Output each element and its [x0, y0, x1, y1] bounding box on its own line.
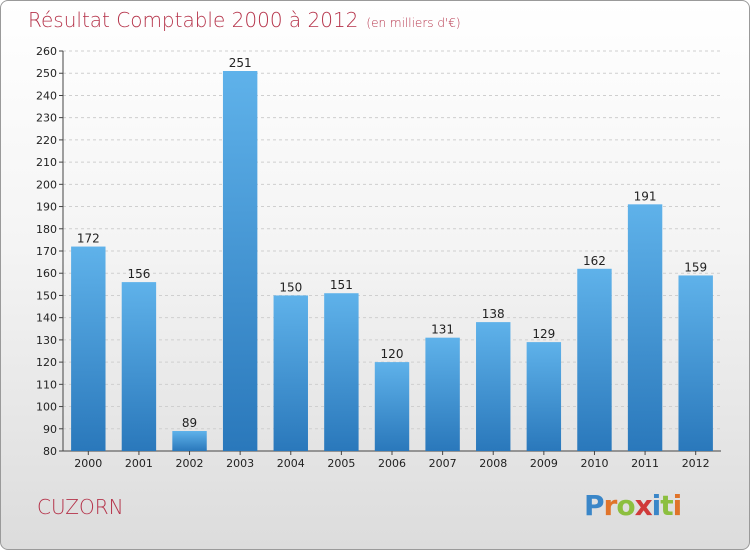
x-tick-label: 2006 [378, 457, 406, 470]
logo-letter: x [634, 489, 653, 522]
chart-title: Résultat Comptable 2000 à 2012 (en millie… [28, 8, 461, 32]
data-label: 138 [482, 307, 505, 321]
x-tick-label: 2001 [125, 457, 153, 470]
y-tick-label: 220 [36, 134, 57, 147]
data-label: 191 [634, 189, 657, 203]
chart-title-text: Résultat Comptable 2000 à 2012 [28, 8, 359, 32]
logo-letter: o [616, 489, 635, 522]
y-tick-label: 130 [36, 334, 57, 347]
bar [172, 431, 207, 451]
data-label: 162 [583, 254, 606, 268]
x-tick-label: 2005 [327, 457, 355, 470]
y-tick-label: 190 [36, 201, 57, 214]
proxiti-logo: Proxiti [584, 489, 683, 522]
commune-name: CUZORN [37, 495, 124, 519]
data-label: 172 [77, 232, 100, 246]
bar [121, 282, 157, 451]
data-label: 131 [431, 323, 454, 337]
x-tick-label: 2012 [682, 457, 710, 470]
x-tick-label: 2002 [176, 457, 204, 470]
bar [273, 295, 308, 451]
x-tick-label: 2000 [74, 457, 102, 470]
logo-letter: P [584, 489, 605, 522]
x-tick-label: 2004 [277, 457, 305, 470]
bar [324, 293, 359, 451]
bar [71, 246, 106, 451]
x-tick-label: 2009 [530, 457, 558, 470]
logo-letter: i [672, 489, 683, 522]
logo-letter: t [660, 489, 673, 522]
x-tick-label: 2010 [580, 457, 608, 470]
x-tick-label: 2003 [226, 457, 254, 470]
y-tick-label: 90 [43, 423, 57, 436]
bar [526, 342, 562, 451]
y-tick-label: 230 [36, 112, 57, 125]
bar [374, 362, 410, 451]
data-label: 251 [229, 56, 252, 70]
y-tick-label: 150 [36, 289, 57, 302]
x-tick-label: 2011 [631, 457, 659, 470]
data-label: 151 [330, 278, 353, 292]
data-label: 120 [381, 347, 404, 361]
bar [627, 204, 663, 451]
bar [425, 337, 460, 451]
logo-letter: r [603, 489, 618, 522]
chart-subtitle: (en milliers d'€) [366, 16, 461, 30]
y-tick-label: 260 [36, 45, 57, 58]
data-label: 156 [127, 267, 150, 281]
y-tick-label: 140 [36, 312, 57, 325]
y-tick-label: 120 [36, 356, 57, 369]
x-tick-label: 2007 [429, 457, 457, 470]
data-label: 89 [182, 416, 197, 430]
bar [476, 322, 511, 451]
y-tick-label: 200 [36, 178, 57, 191]
bar [577, 268, 612, 451]
bar [222, 71, 258, 451]
y-tick-label: 210 [36, 156, 57, 169]
y-tick-label: 180 [36, 223, 57, 236]
y-tick-label: 80 [43, 445, 57, 458]
y-tick-label: 160 [36, 267, 57, 280]
x-tick-label: 2008 [479, 457, 507, 470]
data-label: 150 [279, 280, 302, 294]
data-label: 129 [532, 327, 555, 341]
bar [678, 275, 713, 451]
y-tick-label: 100 [36, 401, 57, 414]
y-tick-label: 250 [36, 67, 57, 80]
y-tick-label: 240 [36, 89, 57, 102]
y-tick-label: 110 [36, 378, 57, 391]
logo-letter: i [651, 489, 662, 522]
data-label: 159 [684, 260, 707, 274]
y-tick-label: 170 [36, 245, 57, 258]
